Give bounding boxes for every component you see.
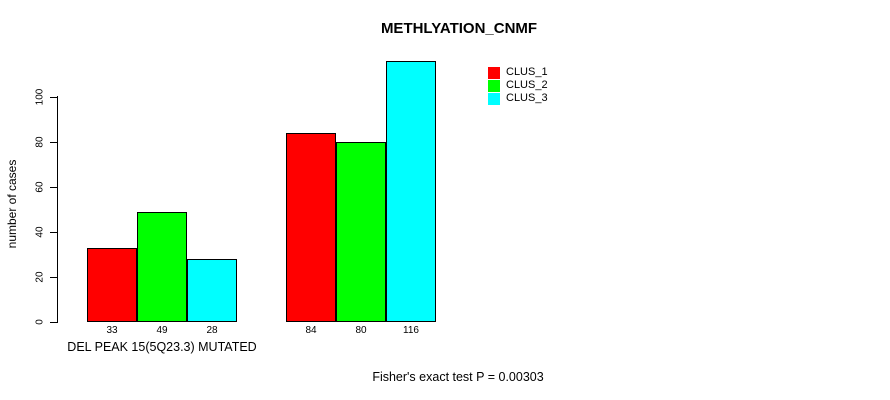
legend-swatch-clus2-icon [488,79,500,92]
bar-clus_1-group1 [87,248,137,322]
legend-item: CLUS_2 [488,79,548,92]
legend: CLUS_1 CLUS_2 CLUS_3 [488,66,548,105]
legend-item: CLUS_1 [488,66,548,79]
legend-swatch-clus1-icon [488,66,500,79]
bar-clus_2-group1 [137,212,187,322]
bar-clus_3-group1 [187,259,237,322]
bar-clus_2-group2 [336,142,386,322]
y-axis-label: number of cases [5,159,19,249]
y-tick-label: 100 [34,88,46,106]
y-tick-label: 0 [34,319,46,325]
bar-value-label: 49 [156,325,168,336]
bar-value-label: 28 [206,325,218,336]
y-tick-label: 40 [34,226,46,238]
legend-label: CLUS_2 [506,79,548,91]
y-tick-label: 20 [34,271,46,283]
bar-clus_1-group2 [286,133,336,322]
y-tick-label: 60 [34,181,46,193]
bar-clus_3-group2 [386,61,436,322]
bar-value-label: 84 [305,325,317,336]
y-tick [50,141,58,143]
legend-label: CLUS_3 [506,92,548,104]
legend-item: CLUS_3 [488,92,548,105]
fisher-test-footnote: Fisher's exact test P = 0.00303 [372,370,544,384]
y-tick [50,321,58,323]
chart-title: METHLYATION_CNMF [380,20,538,37]
y-tick [50,96,58,98]
bar-value-label: 33 [106,325,118,336]
y-tick-label: 80 [34,136,46,148]
y-tick [50,186,58,188]
legend-label: CLUS_1 [506,66,548,78]
y-tick [50,276,58,278]
legend-swatch-clus3-icon [488,92,500,105]
y-axis-line [57,96,58,322]
bar-value-label: 80 [355,325,367,336]
x-group-label: DEL PEAK 15(5Q23.3) MUTATED [67,340,257,354]
y-tick [50,231,58,233]
bar-value-label: 116 [403,325,419,336]
